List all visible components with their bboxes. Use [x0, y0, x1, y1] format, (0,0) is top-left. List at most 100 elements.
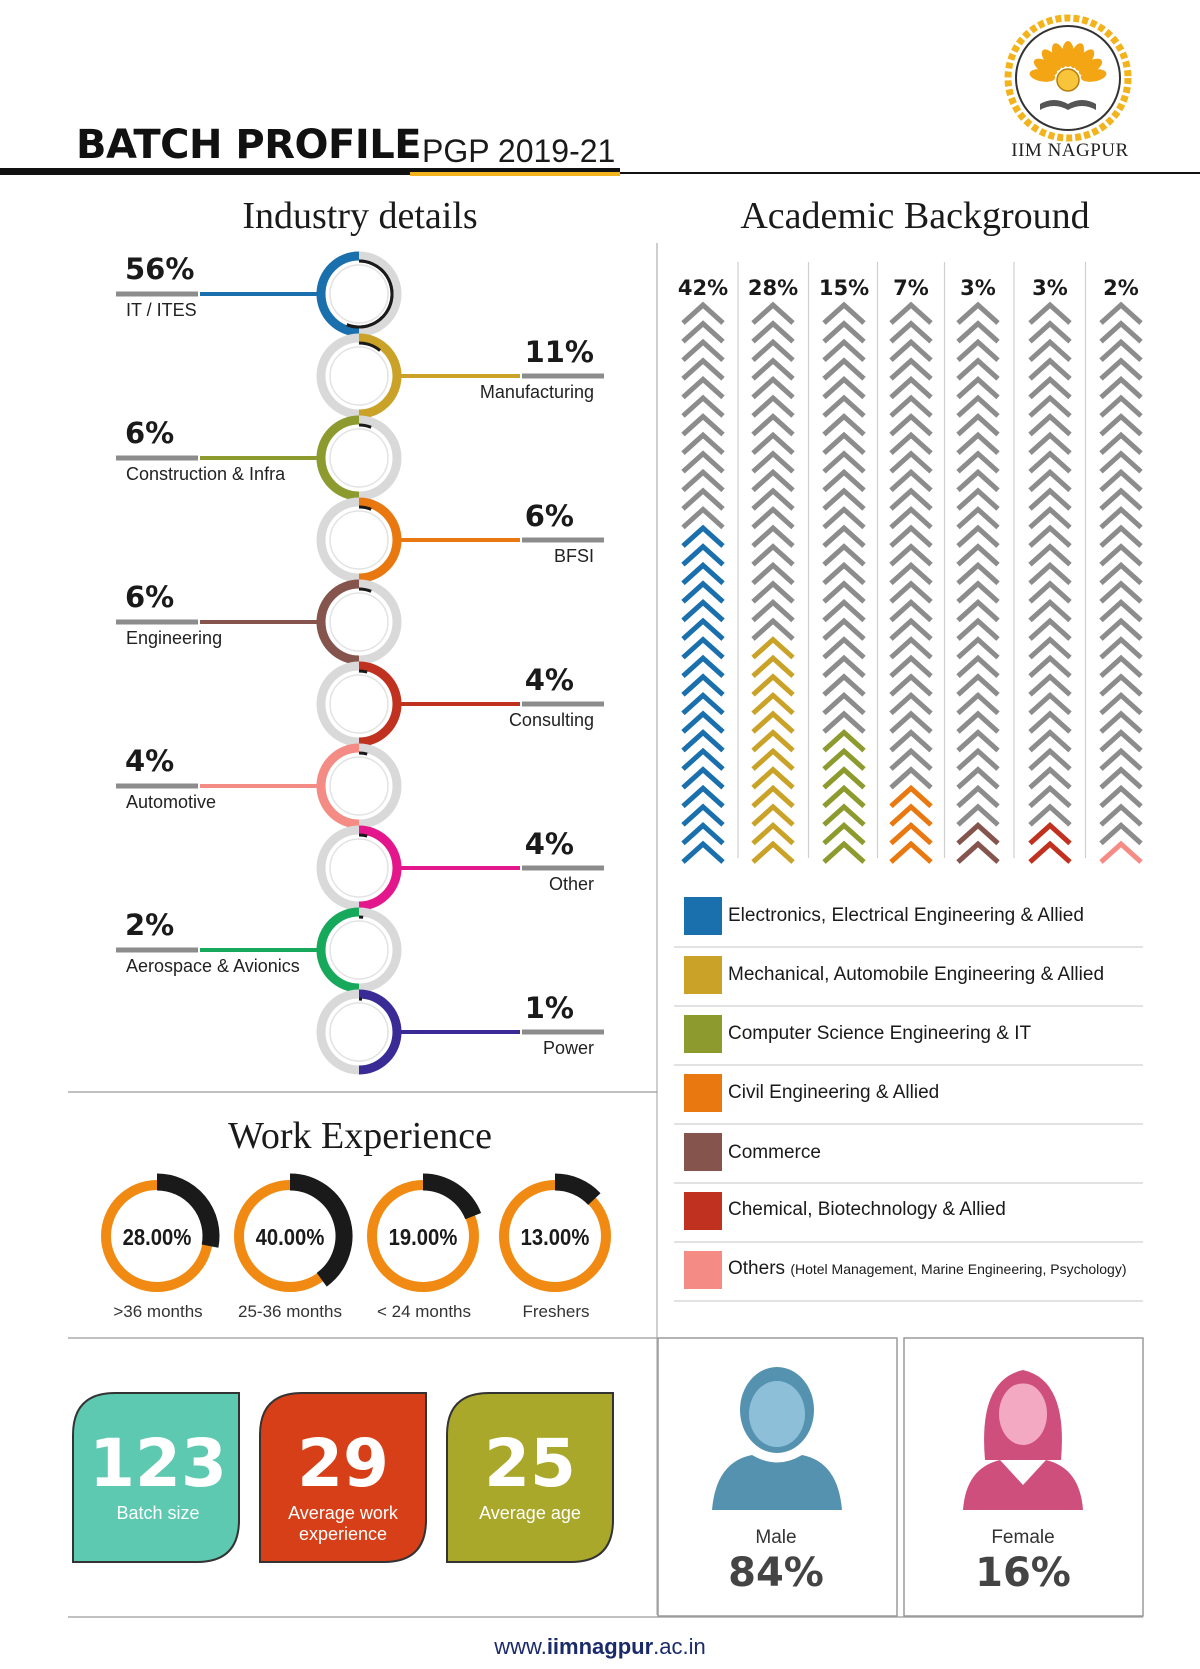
academic-chevron-gray [1028, 617, 1072, 641]
academic-chevron-gray [956, 375, 1000, 400]
academic-chevron-gray [681, 468, 725, 493]
academic-chevron-gray [889, 766, 933, 790]
academic-chevron-gray [751, 301, 795, 325]
male-icon [712, 1367, 842, 1510]
academic-chevron-colored [889, 803, 933, 827]
academic-chevron-colored [751, 803, 795, 827]
academic-chevron-colored [751, 766, 795, 790]
academic-chevron-gray [751, 394, 795, 418]
academic-chevron-gray [889, 431, 933, 455]
work-value-36-plus: 28.00% [122, 1224, 192, 1250]
academic-chevron-gray [1099, 413, 1143, 437]
academic-chevron-gray [1099, 580, 1143, 604]
academic-chevron-gray [751, 506, 795, 530]
footer-url[interactable]: www.iimnagpur.ac.in [400, 1634, 800, 1660]
academic-chevron-gray [822, 599, 866, 623]
male-label: Male [755, 1527, 797, 1548]
academic-chevron-gray [956, 524, 1000, 548]
academic-chevron-gray [889, 375, 933, 400]
work-experience-section-title: Work Experience [228, 1115, 492, 1157]
academic-chevron-gray [681, 506, 725, 530]
academic-chevron-gray [889, 710, 933, 734]
industry-pct-power: 1% [524, 991, 574, 1025]
academic-chevron-gray [822, 617, 866, 641]
work-donut-fill [422, 1173, 482, 1220]
industry-node-7 [316, 825, 604, 911]
legend-swatch-0 [684, 897, 722, 935]
academic-pct-commerce: 3% [960, 276, 996, 300]
academic-chevron-colored [956, 840, 1000, 864]
academic-chevron-gray [822, 561, 866, 586]
academic-chevron-gray [751, 468, 795, 493]
industry-progress-arc [346, 259, 394, 329]
academic-chevron-colored [681, 524, 725, 548]
work-donut-1 [234, 1173, 353, 1292]
industry-label-bfsi: BFSI [553, 546, 594, 566]
academic-chevron-gray [1099, 338, 1143, 363]
industry-progress-arc [358, 341, 381, 352]
academic-chevron-gray [889, 487, 933, 511]
industry-progress-arc [358, 669, 368, 674]
academic-chevron-gray [681, 357, 725, 381]
academic-chevron-gray [889, 747, 933, 771]
academic-chevron-colored [751, 636, 795, 660]
academic-chevron-gray [822, 506, 866, 530]
female-label: Female [991, 1527, 1055, 1548]
work-label-36-plus: >36 months [113, 1302, 203, 1321]
academic-chevron-colored [751, 673, 795, 697]
academic-chevron-gray [1099, 301, 1143, 325]
work-donut-base [367, 1180, 479, 1292]
academic-chevron-gray [956, 450, 1000, 474]
industry-progress-arc [358, 751, 368, 756]
academic-chevron-gray [822, 468, 866, 493]
academic-chevron-gray [1028, 766, 1072, 790]
academic-chevron-colored [681, 543, 725, 567]
academic-chevron-gray [822, 338, 866, 363]
academic-chevron-gray [889, 654, 933, 678]
academic-chevron-colored [681, 840, 725, 864]
academic-chevron-gray [1099, 375, 1143, 400]
academic-chevron-colored [822, 729, 866, 753]
legend-label-others: Others (Hotel Management, Marine Enginee… [728, 1258, 1126, 1280]
academic-chevron-colored [681, 803, 725, 827]
male-face [749, 1381, 805, 1447]
academic-chevron-gray [681, 487, 725, 511]
academic-chevron-gray [1028, 561, 1072, 586]
academic-chevron-gray [956, 468, 1000, 493]
academic-chevron-gray [1099, 822, 1143, 846]
academic-chevron-gray [1099, 524, 1143, 548]
logo-petal [1033, 58, 1058, 76]
academic-chevron-gray [822, 394, 866, 418]
academic-column-6 [1099, 301, 1143, 864]
academic-pct-computer-science: 15% [818, 276, 870, 300]
academic-chevron-gray [956, 487, 1000, 511]
industry-pct-other: 4% [524, 827, 574, 861]
industry-label-power: Power [542, 1038, 594, 1058]
academic-chevron-gray [956, 617, 1000, 641]
industry-node-6 [116, 743, 402, 829]
academic-chevron-gray [889, 301, 933, 325]
academic-column-2 [822, 301, 866, 864]
industry-ring-inner [329, 920, 389, 980]
academic-chevron-gray [751, 524, 795, 548]
academic-chevron-gray [822, 357, 866, 381]
academic-chevron-gray [751, 375, 795, 400]
academic-chevron-colored [822, 784, 866, 809]
academic-column-4 [956, 301, 1000, 864]
academic-chevron-gray [1028, 431, 1072, 455]
academic-chevron-gray [1028, 599, 1072, 623]
work-donut-0 [101, 1173, 220, 1292]
academic-chevron-gray [1099, 636, 1143, 660]
industry-node-5 [316, 661, 604, 747]
academic-chevron-gray [751, 338, 795, 363]
academic-chevron-gray [681, 338, 725, 363]
academic-chevron-colored [1028, 822, 1072, 846]
academic-chevron-gray [889, 729, 933, 753]
female-percentage: 16% [975, 1550, 1071, 1596]
industry-section-title: Industry details [242, 195, 478, 237]
academic-chevron-gray [1099, 394, 1143, 418]
industry-ring-inner [329, 838, 389, 898]
academic-chevron-colored [681, 617, 725, 641]
academic-chevron-colored [751, 729, 795, 753]
legend-swatch-3 [684, 1074, 722, 1112]
